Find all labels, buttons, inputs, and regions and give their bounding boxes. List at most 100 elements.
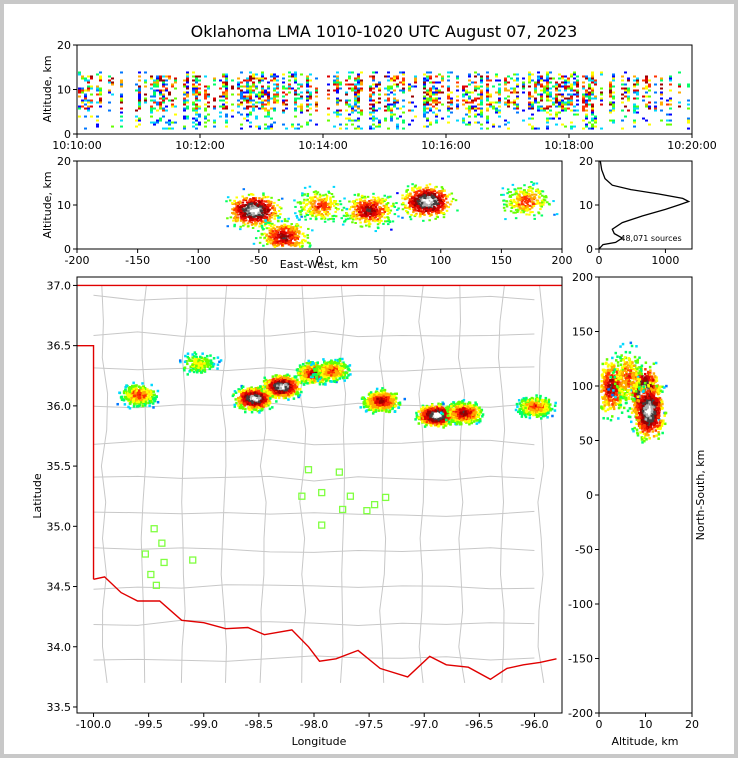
time-height-pixel <box>99 79 102 81</box>
ew-height-pixel <box>297 201 300 203</box>
time-height-pixel <box>84 104 87 106</box>
ew-height-pixel <box>413 190 416 192</box>
time-height-pixel <box>402 100 405 102</box>
time-height-pixel <box>171 83 174 85</box>
time-height-pixel <box>198 108 201 110</box>
time-height-pixel <box>591 128 594 130</box>
time-height-pixel <box>192 79 195 81</box>
time-height-pixel <box>198 79 201 81</box>
time-height-pixel <box>402 122 405 124</box>
time-height-pixel <box>243 85 246 87</box>
ew-height-pixel <box>280 239 283 241</box>
time-height-pixel <box>219 88 222 90</box>
time-height-pixel <box>687 122 690 124</box>
ew-height-pixel <box>261 198 264 200</box>
time-height-pixel <box>153 108 156 110</box>
time-height-pixel <box>612 106 615 108</box>
time-height-pixel <box>378 88 381 90</box>
time-height-pixel <box>495 73 498 75</box>
ew-height-pixel <box>437 209 440 211</box>
time-height-pixel <box>678 92 681 94</box>
ew-height-pixel <box>436 211 439 213</box>
ew-height-pixel <box>505 200 508 202</box>
ew-height-pixel <box>525 213 528 215</box>
time-height-pixel <box>258 79 261 81</box>
time-height-pixel <box>372 118 375 120</box>
time-height-pixel <box>90 94 93 96</box>
time-height-pixel <box>627 79 630 81</box>
time-height-pixel <box>498 100 501 102</box>
time-height-pixel <box>558 100 561 102</box>
time-height-pixel <box>390 118 393 120</box>
ew-height-pixel <box>359 204 362 206</box>
ew-height-pixel <box>374 212 377 214</box>
time-height-pixel <box>267 116 270 118</box>
time-height-pixel <box>447 88 450 90</box>
time-height-pixel <box>585 77 588 79</box>
ew-height-pixel <box>438 199 441 201</box>
time-height-pixel <box>504 102 507 104</box>
time-height-pixel <box>432 98 435 100</box>
ew-height-pixel <box>270 236 273 238</box>
time-height-pixel <box>555 88 558 90</box>
time-height-pixel <box>288 88 291 90</box>
altitude-histogram-y-tick-label: 0 <box>586 243 593 256</box>
time-height-pixel <box>183 104 186 106</box>
time-height-pixel <box>213 98 216 100</box>
ew-height-pixel <box>409 216 412 218</box>
time-height-pixel <box>333 90 336 92</box>
time-height-pixel <box>192 104 195 106</box>
time-height-pixel <box>198 114 201 116</box>
time-height-pixel <box>534 128 537 130</box>
time-height-pixel <box>255 106 258 108</box>
time-height-pixel <box>372 124 375 126</box>
plan-view-pixel <box>253 392 256 395</box>
time-height-pixel <box>477 94 480 96</box>
time-height-pixel <box>333 126 336 128</box>
time-height-pixel <box>138 85 141 87</box>
ew-height-pixel <box>307 210 310 212</box>
time-height-pixel <box>507 90 510 92</box>
ew-height-pixel <box>279 213 282 215</box>
time-height-pixel <box>486 128 489 130</box>
time-height-pixel <box>648 85 651 87</box>
ew-height-pixel <box>364 200 367 202</box>
time-height-pixel <box>570 90 573 92</box>
time-height-pixel <box>294 77 297 79</box>
time-height-pixel <box>609 112 612 114</box>
time-height-pixel <box>138 108 141 110</box>
ew-height-pixel <box>352 200 355 202</box>
ew-height-ylabel: Altitude, km <box>41 171 54 238</box>
time-height-pixel <box>294 100 297 102</box>
time-height-pixel <box>168 77 171 79</box>
ew-height-pixel <box>311 229 314 231</box>
ew-height-pixel <box>251 219 254 221</box>
time-height-pixel <box>480 85 483 87</box>
ew-height-pixel <box>255 237 257 239</box>
time-height-pixel <box>309 73 312 75</box>
time-height-pixel <box>549 106 552 108</box>
time-height-pixel <box>285 94 288 96</box>
time-height-pixel <box>561 94 564 96</box>
time-height-pixel <box>159 118 162 120</box>
time-height-pixel <box>564 98 567 100</box>
time-height-pixel <box>243 108 246 110</box>
ew-height-pixel <box>320 215 323 217</box>
time-height-pixel <box>540 106 543 108</box>
ew-height-pixel <box>376 200 379 202</box>
time-height-pixel <box>570 98 573 100</box>
time-height-pixel <box>243 96 246 98</box>
time-height-pixel <box>621 98 624 100</box>
time-height-pixel <box>315 110 318 112</box>
time-height-pixel <box>192 94 195 96</box>
time-height-pixel <box>462 90 465 92</box>
time-height-pixel <box>261 108 264 110</box>
time-height-pixel <box>456 108 459 110</box>
time-height-pixel <box>186 102 189 104</box>
ew-height-pixel <box>513 199 516 201</box>
time-height-pixel <box>186 71 189 73</box>
time-height-pixel <box>249 85 252 87</box>
time-height-pixel <box>504 81 507 83</box>
